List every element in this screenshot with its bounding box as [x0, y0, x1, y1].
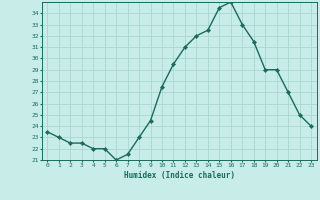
X-axis label: Humidex (Indice chaleur): Humidex (Indice chaleur) [124, 171, 235, 180]
